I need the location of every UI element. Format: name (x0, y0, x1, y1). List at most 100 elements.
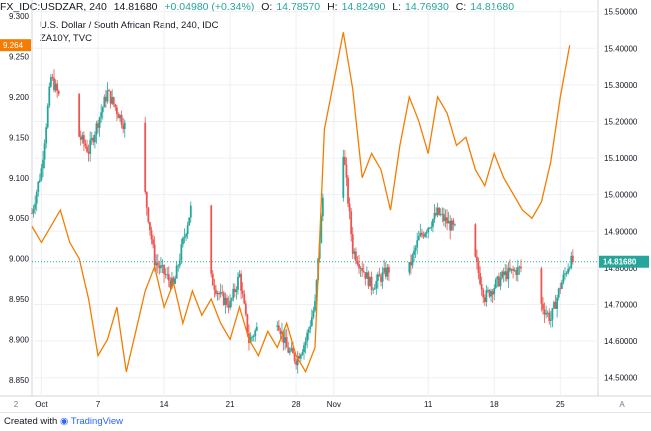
candle-body (488, 290, 491, 297)
candle-body (251, 336, 254, 338)
candle-body (518, 266, 521, 268)
candle-body (348, 203, 351, 212)
right-axis-tick-label: 14.50000 (604, 374, 638, 383)
candle-body (321, 197, 324, 217)
symbol-name: FX_IDC:USDZAR, 240 (0, 1, 107, 13)
candle-body (315, 280, 318, 301)
candle-body (373, 288, 376, 290)
candle-body (106, 90, 109, 102)
candle-body (43, 143, 46, 160)
time-axis-tick-label: 21 (226, 400, 235, 409)
candle-body (35, 192, 38, 204)
candle-body (367, 272, 370, 287)
candle-body (493, 288, 496, 295)
candle-body (78, 93, 81, 137)
candle-body (79, 136, 82, 140)
candle-body (98, 117, 101, 128)
candle-body (293, 353, 296, 361)
candle-body (213, 285, 216, 290)
candle-body (158, 265, 161, 269)
candle-body (432, 219, 434, 227)
candle-body (211, 273, 214, 286)
candle-body (123, 122, 126, 129)
candle-body (144, 122, 147, 192)
candle-body (82, 135, 85, 144)
candle-body (428, 227, 431, 229)
candle-body (104, 96, 107, 102)
candle-body (255, 326, 258, 331)
candle-body (571, 255, 574, 263)
candle-body (356, 260, 359, 264)
candle-body (515, 270, 518, 275)
candle-body (149, 221, 151, 231)
candle-body (353, 251, 356, 254)
candle-body (568, 267, 571, 269)
candle-body (502, 271, 505, 276)
candle-body (510, 268, 513, 271)
candle-body (443, 213, 445, 221)
candle-body (56, 83, 59, 91)
candle-body (249, 337, 252, 344)
candle-body (116, 107, 118, 114)
candle-body (279, 330, 282, 335)
created-with-label: Created with (4, 416, 58, 427)
candle-body (548, 312, 551, 321)
candle-body (498, 276, 500, 287)
candle-body (216, 293, 219, 295)
candle-body (381, 272, 384, 282)
left-axis-tick-label: 9.050 (9, 214, 30, 223)
candle-body (303, 345, 305, 353)
candle-body (87, 151, 90, 154)
candle-body (490, 291, 492, 297)
candle-body (240, 273, 243, 291)
right-axis-tick-label: 14.90000 (604, 227, 638, 236)
candle-body (474, 224, 477, 257)
right-axis-tick-label: 15.50000 (604, 8, 638, 17)
candle-body (53, 77, 55, 91)
candle-body (310, 317, 313, 326)
candle-body (290, 348, 293, 351)
candle-body (450, 220, 453, 231)
candle-body (153, 244, 156, 266)
candle-body (224, 297, 227, 305)
candle-body (312, 310, 315, 318)
candle-body (34, 203, 37, 209)
candle-body (152, 239, 154, 245)
candle-body (227, 304, 230, 308)
candle-body (479, 273, 481, 285)
candle-body (557, 288, 560, 298)
candle-body (215, 289, 217, 295)
footer: Created with ◉ TradingView (0, 412, 651, 431)
candle-body (438, 207, 441, 215)
usdzar-candles (31, 69, 574, 374)
candle-body (45, 127, 48, 144)
candle-body (447, 221, 450, 224)
candle-body (292, 348, 294, 354)
candle-body (229, 300, 231, 308)
candle-body (238, 273, 241, 277)
candle-body (501, 271, 503, 278)
candle-body (383, 267, 386, 273)
candle-body (435, 212, 437, 216)
candle-body (145, 191, 148, 208)
left-axis-tick-label: 8.900 (9, 335, 30, 344)
candle-body (413, 250, 415, 255)
candle-body (306, 332, 309, 342)
auto-scale-button[interactable]: A (619, 400, 625, 409)
candle-body (320, 216, 323, 244)
candle-body (516, 267, 519, 275)
price-chart[interactable]: 15.50000 15.40000 15.30000 15.20000 15.10000… (0, 0, 651, 412)
candle-body (408, 262, 411, 273)
candle-body (299, 354, 302, 359)
candle-body (546, 312, 549, 314)
candle-body (417, 236, 420, 241)
close-label: C: (455, 1, 467, 13)
candle-body (436, 207, 439, 216)
candle-body (507, 267, 510, 280)
candle-body (164, 274, 167, 275)
time-axis-tick-label: 11 (424, 400, 433, 409)
open-label: O: (261, 1, 273, 13)
candle-body (172, 277, 175, 284)
candle-body (494, 279, 497, 289)
candle-body (54, 83, 57, 91)
